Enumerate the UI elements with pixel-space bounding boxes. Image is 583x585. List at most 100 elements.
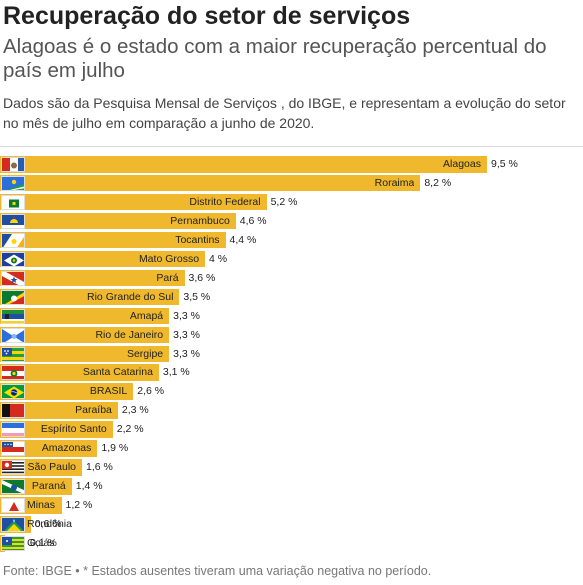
bar	[0, 193, 267, 211]
flag-sao-paulo-icon	[1, 460, 25, 476]
bar-row: Rio Grande do Sul 3,5 %	[0, 288, 583, 307]
flag-distrito-federal-icon	[1, 194, 25, 210]
bar	[0, 383, 134, 400]
bar-category-label: BRASIL	[89, 385, 128, 398]
flag-amazonas-icon	[1, 441, 25, 457]
bar-value-label: 5,2 %	[270, 195, 298, 208]
bar-row: São Paulo 1,6 %	[0, 458, 583, 477]
bar-category-label: Rio de Janeiro	[95, 328, 164, 341]
bar-category-label: Alagoas	[443, 158, 481, 170]
header-divider	[0, 146, 583, 147]
bar-row: Roraima 8,2 %	[0, 174, 583, 193]
bar-value-label: 1,9 %	[101, 442, 129, 455]
bar-category-label: Goiás	[27, 537, 55, 549]
bar-value-label: 1,2 %	[65, 499, 93, 512]
bar-row: Pernambuco 4,6 %	[0, 212, 583, 231]
flag-rio-de-janeiro-icon	[1, 327, 25, 343]
chart-description: Dados são da Pesquisa Mensal de Serviços…	[3, 95, 566, 131]
chart-source: Fonte: IBGE • * Estados ausentes tiveram…	[3, 564, 432, 578]
bar-category-label: Rondônia	[27, 518, 72, 531]
bar-row: Sergipe 3,3 %	[0, 345, 583, 364]
bar-value-label: 3,3 %	[173, 347, 201, 360]
bar-row: Paraná 1,4 %	[0, 477, 583, 496]
bar-category-label: São Paulo	[27, 461, 77, 474]
bar-row: Tocantins 4,4 %	[0, 231, 583, 250]
bar	[0, 402, 118, 419]
bar-row: Minas Gerais 1,2 %	[0, 496, 583, 515]
bar-value-label: 3,5 %	[183, 290, 211, 303]
bar-row: Amapá 3,3 %	[0, 307, 583, 326]
bar-category-label: Rio Grande do Sul	[87, 290, 174, 303]
bar	[0, 345, 170, 362]
bar-category-label: Pará	[156, 271, 179, 284]
bar	[0, 421, 113, 438]
bar-value-label: 8,2 %	[424, 176, 452, 189]
bar-chart: Alagoas 9,5 % Roraima 8,2 % Distrito Federal…	[0, 155, 583, 560]
chart-subtitle: Alagoas é o estado com a maior recuperaç…	[3, 35, 547, 82]
bar-row: Distrito Federal 5,2 %	[0, 193, 583, 212]
flag-espirito-santo-icon	[1, 422, 25, 438]
bar	[0, 307, 170, 325]
bar-row: BRASIL 2,6 %	[0, 382, 583, 401]
flag-tocantins-icon	[1, 232, 25, 248]
bar-category-label: Amazonas	[41, 442, 92, 455]
bar-value-label: 0,1 %	[30, 537, 57, 549]
bar-row: Rondônia 0,6 %	[0, 515, 583, 534]
bar-category-label: Santa Catarina	[82, 366, 153, 379]
bar	[0, 156, 487, 173]
bar-value-label: 3,1 %	[162, 366, 190, 379]
bar-row: Amazonas 1,9 %	[0, 439, 583, 458]
flag-alagoas-icon	[1, 157, 25, 172]
bar	[0, 231, 226, 249]
flag-minas-gerais-icon	[1, 498, 25, 514]
bar-row: Santa Catarina 3,1 %	[0, 363, 583, 382]
bar-category-label: Espírito Santo	[40, 423, 107, 436]
bar-value-label: 1,4 %	[75, 480, 103, 493]
bar-value-label: 2,6 %	[137, 385, 165, 398]
bar-category-label: Sergipe	[126, 347, 164, 360]
bar-value-label: 3,6 %	[188, 271, 216, 284]
bar-category-label: Pernambuco	[170, 214, 230, 227]
flag-amapa-icon	[1, 308, 25, 324]
bar-value-label: 2,2 %	[116, 423, 144, 436]
bar-category-label: Mato Grosso	[138, 252, 200, 265]
bar-value-label: 4,4 %	[229, 233, 257, 246]
bar-row: Paraíba 2,3 %	[0, 401, 583, 420]
flag-para-icon	[1, 270, 25, 286]
bar-value-label: 2,3 %	[121, 404, 149, 417]
bar-category-label: Roraima	[374, 176, 415, 189]
flag-parana-icon	[1, 479, 25, 495]
bar-value-label: 3,3 %	[173, 309, 201, 322]
bar	[0, 269, 185, 287]
flag-sergipe-icon	[1, 346, 25, 362]
bar-category-label: Distrito Federal	[189, 195, 261, 208]
flag-roraima-icon	[1, 175, 25, 191]
flag-pernambuco-icon	[1, 213, 25, 229]
bar-row: Espírito Santo 2,2 %	[0, 420, 583, 439]
bar-category-label: Amapá	[129, 309, 164, 322]
bar-value-label: 9,5 %	[491, 158, 518, 170]
bar-category-label: Paraíba	[75, 404, 112, 417]
bar-category-label: Minas Gerais	[27, 499, 56, 512]
bar-value-label: 3,3 %	[173, 328, 201, 341]
flag-rondonia-icon	[1, 517, 25, 533]
bar	[0, 212, 236, 230]
bar	[0, 288, 180, 306]
bar-row: Pará 3,6 %	[0, 269, 583, 288]
bar-row: Mato Grosso 4 %	[0, 250, 583, 269]
bar-value-label: 0,6 %	[34, 518, 62, 531]
bar-row: Alagoas 9,5 %	[0, 155, 583, 174]
flag-goias-icon	[1, 536, 25, 551]
flag-brasil-icon	[1, 384, 25, 400]
chart-title: Recuperação do setor de serviços	[3, 2, 411, 30]
flag-paraiba-icon	[1, 403, 25, 419]
bar	[0, 174, 421, 192]
bar	[0, 326, 170, 344]
flag-rio-grande-do-sul-icon	[1, 289, 25, 305]
bar	[0, 364, 159, 381]
bar-value-label: 4,6 %	[239, 214, 267, 227]
bar	[0, 250, 206, 268]
flag-mato-grosso-icon	[1, 251, 25, 267]
bar-category-label: Tocantins	[175, 233, 220, 246]
bar-value-label: 4 %	[209, 252, 228, 265]
